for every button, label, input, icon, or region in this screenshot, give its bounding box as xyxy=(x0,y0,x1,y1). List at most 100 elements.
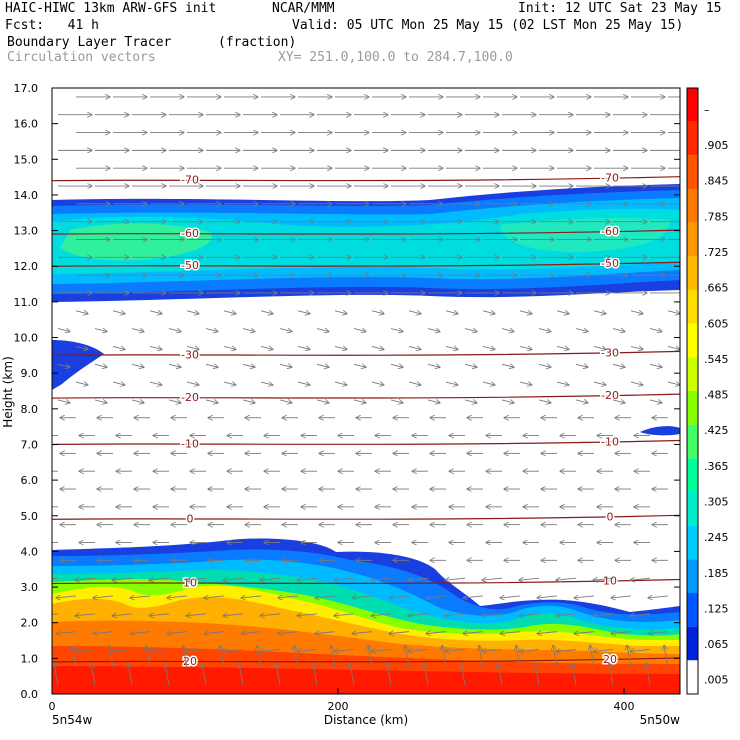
circulation-vector xyxy=(260,578,281,580)
colorbar-swatch xyxy=(687,88,698,122)
circulation-vector xyxy=(501,400,514,403)
circulation-vector xyxy=(75,311,88,314)
circulation-vector xyxy=(537,632,558,634)
temperature-contour-line xyxy=(52,229,680,235)
circulation-vector xyxy=(519,649,540,651)
circulation-vector xyxy=(353,364,366,367)
circulation-vector xyxy=(223,649,244,651)
circulation-vector xyxy=(556,578,577,580)
circulation-vector xyxy=(112,578,133,580)
circulation-vector xyxy=(463,632,484,634)
contour-label: -60 xyxy=(601,225,619,238)
circulation-vector xyxy=(630,614,651,616)
circulation-vector xyxy=(334,346,347,349)
circulation-vector xyxy=(630,346,643,349)
circulation-vector xyxy=(75,649,96,651)
circulation-vector xyxy=(297,578,318,580)
y-tick-label: 8.0 xyxy=(21,403,39,416)
contour-label: 10 xyxy=(183,576,197,589)
contour-label: -60 xyxy=(181,227,199,240)
circulation-vector xyxy=(519,346,532,349)
field-name: Boundary Layer Tracer xyxy=(7,35,172,50)
circulation-vector xyxy=(149,578,170,580)
circulation-vector xyxy=(260,311,273,314)
circulation-vector xyxy=(297,614,318,616)
circulation-vector xyxy=(553,645,558,668)
circulation-vector xyxy=(223,578,244,580)
x-axis-label: Distance (km) xyxy=(324,713,408,727)
circulation-vector xyxy=(371,311,384,314)
circulation-vector xyxy=(75,614,96,616)
circulation-vector xyxy=(482,382,495,385)
circulation-vector xyxy=(276,663,281,686)
circulation-vector xyxy=(593,578,614,580)
colorbar-label: .605 xyxy=(704,317,729,330)
y-tick-label: 2.0 xyxy=(21,617,39,630)
circulation-vector xyxy=(427,400,440,403)
circulation-vector xyxy=(537,596,558,598)
circulation-vector xyxy=(316,329,329,332)
circulation-vector xyxy=(54,663,59,686)
colorbar-swatch xyxy=(687,290,698,324)
circulation-vector xyxy=(611,596,632,598)
circulation-vector xyxy=(464,400,477,403)
circulation-vector xyxy=(297,649,318,651)
temperature-contour-line xyxy=(52,261,680,267)
circulation-vector xyxy=(242,364,255,367)
circulation-vector xyxy=(593,382,606,385)
colorbar-swatch xyxy=(687,323,698,358)
y-axis: 0.0 1.0 2.0 3.0 4.0 5.0 6.0 7.0 8.0 9.0 10.0 11.0 12… xyxy=(14,82,680,701)
circulation-vector xyxy=(556,346,569,349)
circulation-vector xyxy=(239,663,244,686)
circulation-vector xyxy=(91,663,96,686)
circulation-vector xyxy=(611,632,632,634)
temperature-contour-line xyxy=(52,350,680,356)
cross-section-coords: XY= 251.0,100.0 to 284.7,100.0 xyxy=(278,50,513,65)
circulation-vector xyxy=(593,649,614,651)
x-tick-label: 400 xyxy=(614,700,635,713)
circulation-vector xyxy=(612,364,625,367)
colorbar-swatch xyxy=(687,155,698,189)
colorbar-frame xyxy=(686,87,699,695)
circulation-vector xyxy=(315,596,336,598)
circulation-vector xyxy=(112,649,133,651)
colorbar-swatch xyxy=(687,525,698,560)
colorbar-label: .185 xyxy=(704,567,729,580)
circulation-vector xyxy=(93,632,114,634)
circulation-vector xyxy=(408,346,421,349)
contour-label: 20 xyxy=(603,653,617,666)
circulation-vector xyxy=(260,614,281,616)
circulation-vector xyxy=(93,596,114,598)
circulation-vector xyxy=(390,364,403,367)
circulation-vector xyxy=(57,400,70,403)
circulation-vector xyxy=(57,329,70,332)
colorbar-swatch xyxy=(687,121,698,156)
circulation-vector xyxy=(574,596,595,598)
circulation-vector xyxy=(445,346,458,349)
contour-label: 0 xyxy=(607,510,614,523)
circulation-vector xyxy=(204,596,225,598)
circulation-vector xyxy=(482,346,495,349)
circulation-vector xyxy=(75,346,88,349)
y-tick-label: 11.0 xyxy=(14,296,39,309)
circulation-vector xyxy=(630,578,651,580)
y-tick-label: 3.0 xyxy=(21,581,39,594)
init-time: Init: 12 UTC Sat 23 May 15 xyxy=(518,1,722,16)
org-label: NCAR/MMM xyxy=(272,1,335,16)
circulation-vector xyxy=(241,632,262,634)
y-tick-label: 13.0 xyxy=(14,225,39,238)
circulation-vector xyxy=(223,346,236,349)
colorbar-label: .065 xyxy=(704,638,729,651)
circulation-vector xyxy=(112,311,125,314)
x-axis: 0 200 400 xyxy=(49,688,635,713)
circulation-vector xyxy=(316,364,329,367)
circulation-vector xyxy=(371,382,384,385)
circulation-vector xyxy=(593,614,614,616)
x-start-location: 5n54w xyxy=(52,713,93,727)
y-tick-label: 9.0 xyxy=(21,367,39,380)
circulation-vector xyxy=(538,400,551,403)
circulation-vector xyxy=(75,382,88,385)
cloud-blob-left xyxy=(52,340,104,390)
circulation-vector xyxy=(442,645,447,668)
